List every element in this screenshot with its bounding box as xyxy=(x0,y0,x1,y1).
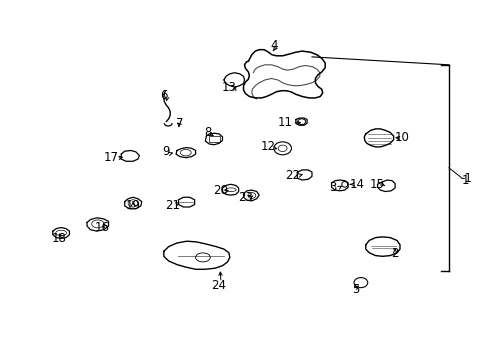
Text: 22: 22 xyxy=(285,169,299,182)
Bar xyxy=(209,136,220,142)
Text: 21: 21 xyxy=(164,199,179,212)
Text: 11: 11 xyxy=(278,116,292,129)
Text: 16: 16 xyxy=(94,221,109,234)
Text: 15: 15 xyxy=(369,178,384,191)
Text: 18: 18 xyxy=(51,232,66,245)
Text: 2: 2 xyxy=(390,247,398,260)
Text: 6: 6 xyxy=(160,89,167,102)
Text: 1: 1 xyxy=(461,174,468,186)
Text: 3: 3 xyxy=(328,181,336,194)
Text: 7: 7 xyxy=(176,117,183,130)
Text: 14: 14 xyxy=(349,178,364,191)
Text: 12: 12 xyxy=(260,140,275,153)
Text: 20: 20 xyxy=(213,184,228,197)
Text: 24: 24 xyxy=(211,279,226,292)
Text: 9: 9 xyxy=(162,145,170,158)
Text: 19: 19 xyxy=(125,199,140,212)
Text: 17: 17 xyxy=(104,151,119,164)
Text: -1: -1 xyxy=(460,172,471,185)
Text: 10: 10 xyxy=(394,131,409,144)
Text: 13: 13 xyxy=(221,81,236,94)
Text: 8: 8 xyxy=(203,126,211,139)
Text: 4: 4 xyxy=(269,39,277,52)
Text: 5: 5 xyxy=(351,283,359,296)
Text: 23: 23 xyxy=(238,191,252,204)
